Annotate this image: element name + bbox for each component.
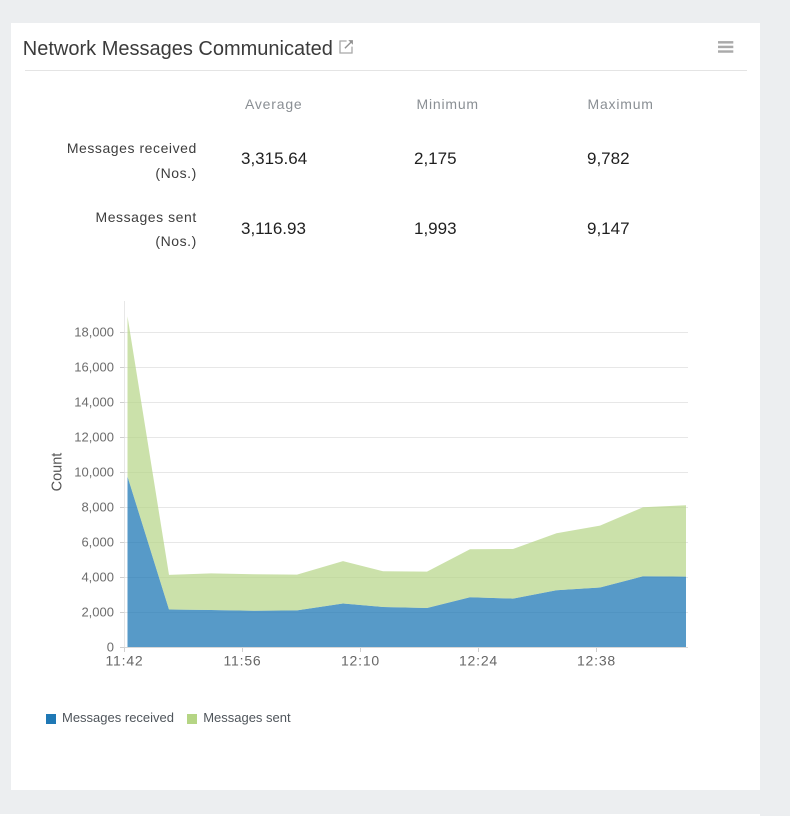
svg-text:18,000: 18,000 [74, 325, 114, 340]
svg-text:14,000: 14,000 [74, 395, 114, 410]
svg-text:11:56: 11:56 [224, 653, 262, 669]
svg-text:2,000: 2,000 [81, 605, 114, 620]
svg-text:10,000: 10,000 [74, 465, 114, 480]
svg-text:6,000: 6,000 [81, 535, 114, 550]
svg-text:11:42: 11:42 [106, 653, 144, 669]
svg-text:Count: Count [50, 453, 66, 492]
svg-text:4,000: 4,000 [81, 570, 114, 585]
svg-text:16,000: 16,000 [74, 360, 114, 375]
svg-text:12,000: 12,000 [74, 430, 114, 445]
svg-text:12:10: 12:10 [341, 653, 380, 669]
svg-text:12:24: 12:24 [459, 653, 498, 669]
svg-text:12:38: 12:38 [577, 653, 616, 669]
svg-text:0: 0 [107, 640, 114, 655]
svg-text:8,000: 8,000 [81, 500, 114, 515]
